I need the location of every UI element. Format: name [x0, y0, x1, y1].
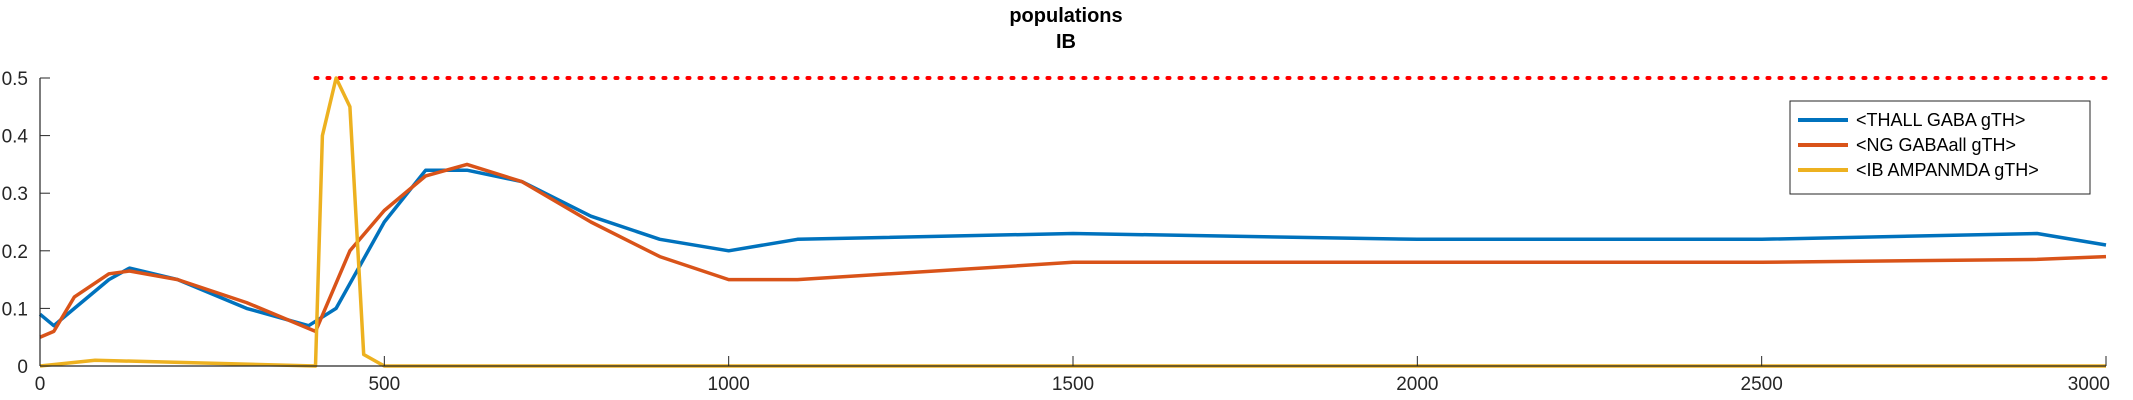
y-tick-label: 0.4	[2, 127, 29, 148]
y-tick-label: 0	[17, 357, 28, 378]
legend-label: <NG GABAall gTH>	[1856, 135, 2016, 155]
x-tick-label: 1000	[708, 374, 750, 395]
x-tick-label: 0	[35, 374, 46, 395]
x-tick-label: 3000	[2068, 374, 2110, 395]
x-tick-label: 500	[368, 374, 400, 395]
chart-subtitle: IB	[1056, 31, 1076, 53]
chart-title: populations	[1009, 5, 1122, 27]
y-tick-label: 0.2	[2, 242, 28, 263]
y-tick-label: 0.5	[2, 69, 28, 90]
series-1-line	[39, 162, 2107, 339]
legend-label: <THALL GABA gTH>	[1856, 110, 2025, 130]
legend: <THALL GABA gTH> <NG GABAall gTH> <IB AMPA…	[1789, 100, 2091, 195]
x-tick-label: 1500	[1052, 374, 1094, 395]
x-tick-label: 2000	[1396, 374, 1438, 395]
legend-label: <IB AMPANMDA gTH>	[1856, 160, 2039, 180]
axes-layer: 0 500 1000 1500 2000 2500 3000 0 0.1 0.2 0.3 0.4 0.5	[2, 69, 2110, 395]
y-tick-label: 0.3	[2, 184, 28, 205]
legend-box	[1789, 100, 2091, 195]
y-tick-label: 0.1	[2, 299, 28, 320]
x-tick-label: 2500	[1741, 374, 1783, 395]
